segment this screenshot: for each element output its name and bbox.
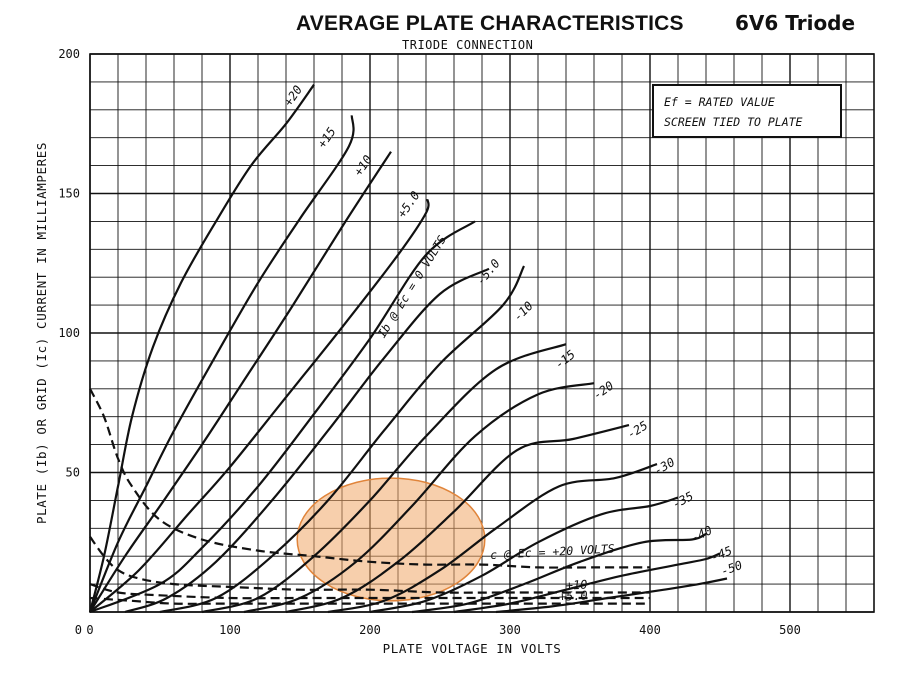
x-axis-title: PLATE VOLTAGE IN VOLTS — [383, 641, 562, 656]
grid-current-curve — [89, 583, 650, 600]
y-tick-label: 50 — [66, 466, 80, 480]
curve-label: -50 — [719, 558, 744, 579]
highlight-ellipse — [296, 477, 486, 602]
conditions-note-line1: Ef = RATED VALUE — [664, 95, 775, 109]
plate-curve-10 — [89, 151, 392, 613]
grid-current-curve — [89, 388, 650, 569]
x-tick-label: 300 — [499, 623, 521, 637]
conditions-note-box: Ef = RATED VALUE SCREEN TIED TO PLATE — [652, 84, 842, 138]
curve-label: -25 — [625, 418, 651, 441]
plate-curve-10 — [159, 265, 525, 614]
curve-layer — [88, 84, 728, 614]
y-tick-label: 100 — [58, 326, 80, 340]
y-axis-title: PLATE (Ib) OR GRID (Ic) CURRENT IN MILLI… — [34, 142, 49, 524]
curve-label: -30 — [652, 455, 678, 478]
plate-curve-50 — [124, 267, 490, 614]
curve-label: +20 — [281, 83, 305, 109]
curve-label: -35 — [670, 489, 696, 512]
plate-curve-15 — [88, 115, 355, 613]
plate-curve-30 — [327, 463, 658, 614]
plate-curve-20 — [88, 84, 315, 613]
curve-label: -40 — [689, 523, 715, 545]
curve-label: +10 — [351, 153, 375, 179]
curve-label: +5.0 — [558, 588, 588, 603]
plot-frame — [89, 53, 875, 613]
x-tick-label: 400 — [639, 623, 661, 637]
tube-type-label: 6V6 Triode — [735, 11, 856, 35]
highlight-layer — [296, 477, 486, 602]
chart-subtitle: TRIODE CONNECTION — [402, 38, 534, 52]
x-tick-label: 500 — [779, 623, 801, 637]
y-tick-label: 200 — [58, 47, 80, 61]
y-tick-label: 150 — [58, 187, 80, 201]
chart-title: AVERAGE PLATE CHARACTERISTICS — [296, 12, 684, 35]
plate-curve-50 — [495, 577, 728, 614]
plate-curve-50 — [89, 199, 430, 613]
axis-layer: 0 100 200 300 400 500 50 100 150 200 0 PLATE VOLTAG… — [34, 47, 801, 656]
x-tick-label: 100 — [219, 623, 241, 637]
plate-curve-35 — [369, 496, 679, 614]
curve-label: -5.0 — [474, 256, 503, 287]
curve-label: +10 — [565, 578, 587, 593]
x-tick-label: 0 — [86, 623, 93, 637]
curve-label: c @ Ec = +20 VOLTS — [490, 541, 615, 562]
curve-label: -15 — [552, 347, 578, 371]
curve-label: -10 — [511, 299, 536, 324]
grid-current-curve — [89, 536, 650, 594]
plate-curve-0 — [89, 220, 476, 614]
grid-current-curve — [89, 596, 650, 605]
curve-label: +15 — [315, 125, 339, 151]
x-tick-label: 200 — [359, 623, 381, 637]
y-tick-label: 0 — [75, 623, 82, 637]
conditions-note-line2: SCREEN TIED TO PLATE — [664, 115, 803, 129]
